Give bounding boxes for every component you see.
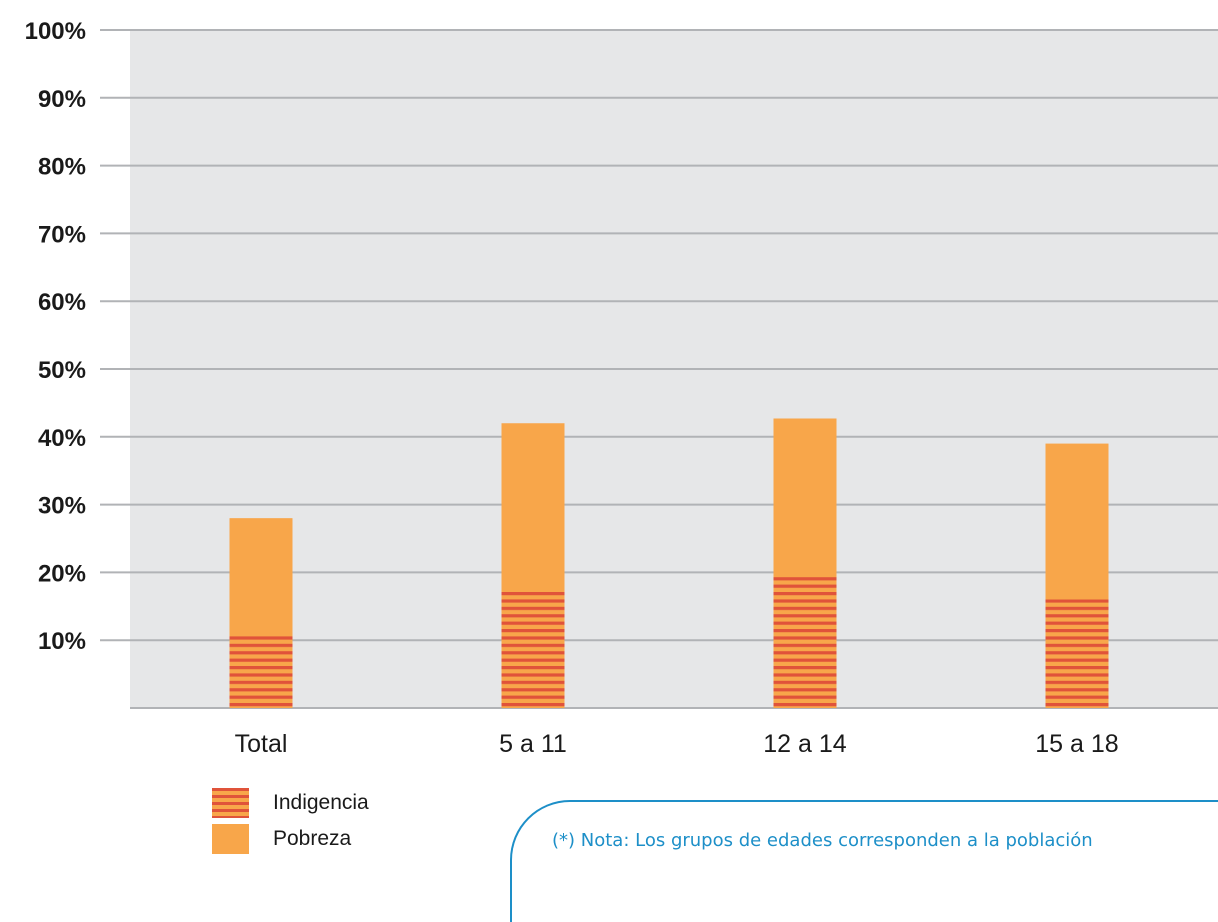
y-tick-label: 60% <box>38 289 86 316</box>
x-tick-label: 12 a 14 <box>763 730 847 758</box>
y-tick-label: 70% <box>38 221 86 248</box>
legend-item-indigencia: Indigencia <box>212 785 369 821</box>
note-text: (*) Nota: Los grupos de edades correspon… <box>552 830 1093 851</box>
x-tick-label: Total <box>235 730 288 758</box>
x-tick-label: 5 a 11 <box>499 730 567 758</box>
bar-indigencia <box>1045 599 1109 708</box>
bar-indigencia <box>501 589 565 708</box>
legend-swatch-indigencia <box>212 788 249 818</box>
y-tick-label: 40% <box>38 425 86 452</box>
legend-label-pobreza: Pobreza <box>273 827 352 850</box>
bar-indigencia <box>773 575 837 708</box>
y-tick-label: 100% <box>25 18 86 45</box>
legend-label-indigencia: Indigencia <box>273 791 369 814</box>
note-box <box>510 800 1218 922</box>
legend: Indigencia Pobreza <box>212 785 369 857</box>
x-tick-label: 15 a 18 <box>1035 730 1118 758</box>
y-tick-label: 10% <box>38 628 86 655</box>
legend-item-pobreza: Pobreza <box>212 821 369 857</box>
y-tick-label: 20% <box>38 560 86 587</box>
bar-chart: 10% 20% 30% 40% 50% 60% 70% 80% 90% 100% Total 5 a … <box>25 18 1218 758</box>
y-tick-label: 30% <box>38 493 86 520</box>
legend-swatch-pobreza <box>212 824 249 854</box>
y-tick-label: 50% <box>38 357 86 384</box>
bar-indigencia <box>229 633 293 708</box>
y-tick-label: 80% <box>38 154 86 181</box>
y-tick-label: 90% <box>38 86 86 113</box>
